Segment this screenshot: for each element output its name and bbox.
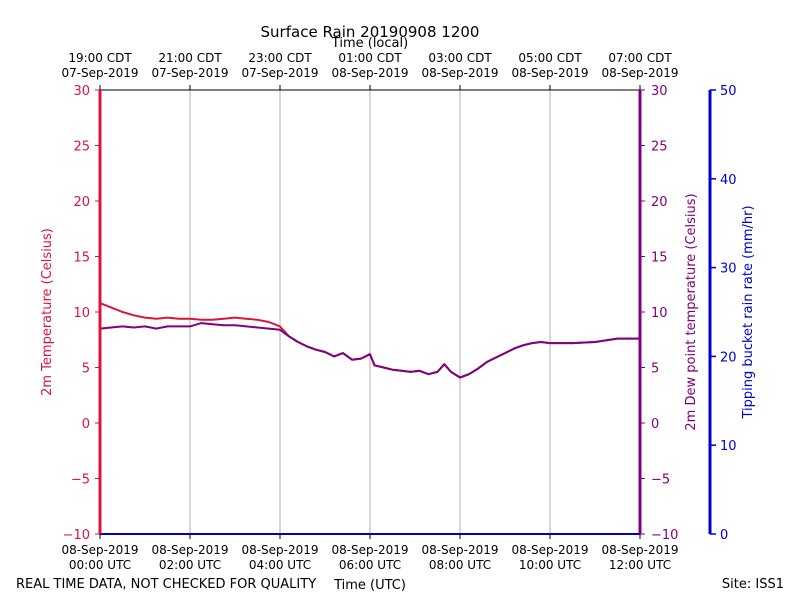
top-tick-label-date: 07-Sep-2019: [61, 66, 138, 80]
top-tick-label-date: 07-Sep-2019: [151, 66, 228, 80]
y-tick-label-left: 20: [73, 195, 90, 210]
top-tick-label-date: 07-Sep-2019: [241, 66, 318, 80]
x-tick-label-utc: 00:00 UTC: [69, 558, 131, 572]
y-tick-label-right: −10: [651, 528, 678, 543]
top-tick-label-local: 23:00 CDT: [248, 51, 312, 65]
top-tick-label-date: 08-Sep-2019: [601, 66, 678, 80]
rain-tick-label: 0: [720, 528, 728, 543]
y-tick-label-right: 0: [651, 417, 659, 432]
y-tick-label-right: 10: [651, 306, 668, 321]
top-tick-label-local: 07:00 CDT: [608, 51, 672, 65]
x-axis-label: Time (UTC): [333, 578, 406, 593]
top-tick-label-date: 08-Sep-2019: [331, 66, 408, 80]
top-tick-label-local: 05:00 CDT: [518, 51, 582, 65]
rain-tick-label: 10: [720, 439, 737, 454]
dewpoint-series-line: [99, 322, 640, 379]
x-tick-label-utc: 08:00 UTC: [429, 558, 491, 572]
x-tick-label-utc: 06:00 UTC: [339, 558, 401, 572]
y-axis-label-temperature: 2m Temperature (Celsius): [40, 228, 55, 396]
y-tick-label-right: 5: [651, 362, 659, 377]
y-tick-label-left: 5: [82, 362, 90, 377]
y-axis-label-dewpoint: 2m Dew point temperature (Celsius): [684, 193, 699, 430]
y-tick-label-left: 10: [73, 306, 90, 321]
y-tick-label-right: 15: [651, 251, 668, 266]
y-tick-label-right: 25: [651, 140, 668, 155]
x-tick-label-utc: 04:00 UTC: [249, 558, 311, 572]
y-tick-label-left: 15: [73, 251, 90, 266]
footer-site: Site: ISS1: [722, 577, 784, 592]
x-tick-label-date: 08-Sep-2019: [331, 543, 408, 557]
x-tick-label-date: 08-Sep-2019: [241, 543, 318, 557]
x-tick-label-date: 08-Sep-2019: [511, 543, 588, 557]
y-tick-label-right: −5: [651, 473, 670, 488]
y-tick-label-right: 30: [651, 84, 668, 99]
top-tick-label-local: 01:00 CDT: [338, 51, 402, 65]
x-tick-label-date: 08-Sep-2019: [61, 543, 138, 557]
axes-layer: −10 −10 −5 −5 0 0 5 5 10 10 15 15 20 20 25 25 30 30 0 10 20 3…: [61, 51, 736, 572]
x-tick-label-date: 08-Sep-2019: [421, 543, 498, 557]
footer-quality-note: REAL TIME DATA, NOT CHECKED FOR QUALITY: [16, 577, 316, 592]
rain-tick-label: 50: [720, 84, 737, 99]
top-tick-label-local: 03:00 CDT: [428, 51, 492, 65]
y-tick-label-left: 0: [82, 417, 90, 432]
x-tick-label-utc: 02:00 UTC: [159, 558, 221, 572]
y-tick-label-right: 20: [651, 195, 668, 210]
x-tick-label-utc: 12:00 UTC: [609, 558, 671, 572]
x-tick-label-utc: 10:00 UTC: [519, 558, 581, 572]
rain-tick-label: 40: [720, 173, 737, 188]
y-tick-label-left: 25: [73, 140, 90, 155]
top-tick-label-local: 19:00 CDT: [68, 51, 132, 65]
top-tick-label-date: 08-Sep-2019: [511, 66, 588, 80]
series-layer: [99, 302, 640, 379]
top-tick-label-date: 08-Sep-2019: [421, 66, 498, 80]
top-axis-label: Time (local): [331, 36, 408, 51]
rain-tick-label: 30: [720, 262, 737, 277]
y-tick-label-left: −10: [63, 528, 90, 543]
chart-title: Surface Rain 20190908 1200: [261, 23, 480, 41]
top-tick-label-local: 21:00 CDT: [158, 51, 222, 65]
y-tick-label-left: −5: [71, 473, 90, 488]
y-tick-label-left: 30: [73, 84, 90, 99]
rain-tick-label: 20: [720, 350, 737, 365]
grid-layer: [189, 90, 551, 534]
x-tick-label-date: 08-Sep-2019: [601, 543, 678, 557]
x-tick-label-date: 08-Sep-2019: [151, 543, 228, 557]
y-axis-label-rain: Tipping bucket rain rate (mm/hr): [741, 205, 756, 419]
